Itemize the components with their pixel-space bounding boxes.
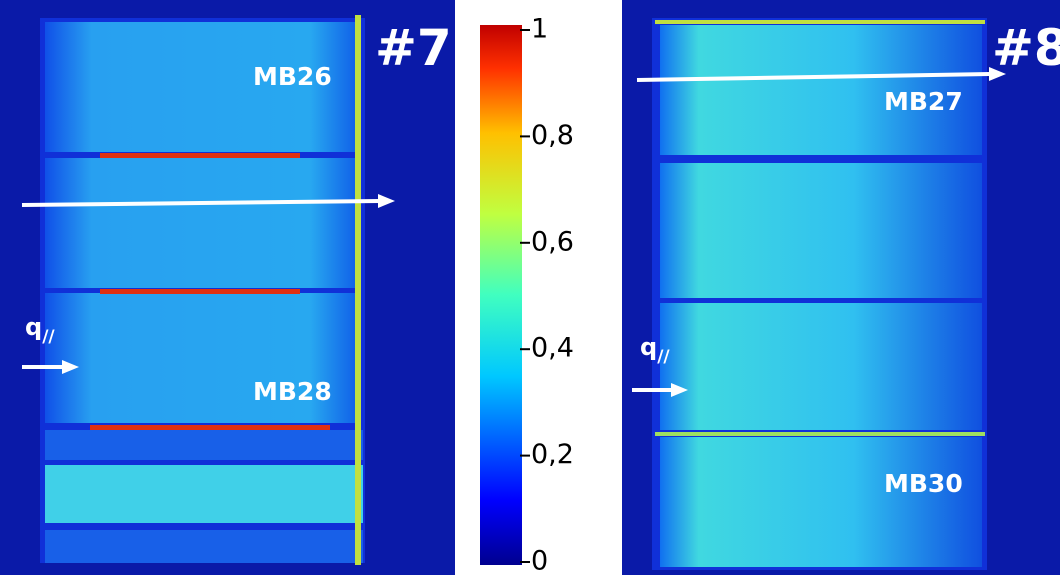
q-sub: //	[42, 327, 55, 347]
strip	[45, 530, 363, 563]
strip	[660, 163, 982, 298]
sample-label: MB30	[884, 469, 963, 498]
edge	[100, 289, 300, 294]
arrow-head	[378, 194, 395, 208]
tick-label: 0,2	[531, 439, 574, 470]
strip	[45, 293, 357, 423]
axis-label: q//	[25, 313, 55, 347]
sample-label: MB28	[253, 377, 332, 406]
arrow-head	[989, 67, 1006, 81]
strip	[660, 437, 982, 567]
strip	[45, 430, 363, 460]
edge	[655, 20, 985, 24]
edge	[100, 153, 300, 158]
edge	[90, 425, 330, 430]
arrow-head	[671, 383, 688, 397]
edge	[655, 432, 985, 436]
axis-label: q//	[640, 333, 670, 367]
tick-label: 1	[531, 14, 548, 45]
panel-8: #8 MB27 MB30 q//	[622, 0, 1060, 575]
strip	[45, 22, 357, 152]
q: q	[25, 313, 42, 341]
arrow	[21, 199, 381, 207]
sample-label: MB27	[884, 87, 963, 116]
tick-label: 0	[531, 546, 548, 575]
sample-label: MB26	[253, 62, 332, 91]
arrow	[636, 72, 991, 82]
tick-label: 0,8	[531, 120, 574, 151]
arrow-head	[62, 360, 79, 374]
colorbar-ticks: 0 0,2 0,4 0,6 0,8 1	[520, 14, 574, 575]
q: q	[640, 333, 657, 361]
tick-label: 0,4	[531, 333, 574, 364]
panel-id: #7	[375, 19, 452, 77]
colorbar	[480, 25, 522, 565]
strip	[660, 303, 982, 430]
edge	[355, 15, 361, 565]
strip	[45, 158, 357, 288]
tick-label: 0,6	[531, 226, 574, 257]
strip	[45, 465, 363, 523]
q-sub: //	[657, 347, 670, 367]
panel-id: #8	[992, 19, 1060, 77]
panel-7: #7 MB26 MB28 q//	[0, 0, 455, 575]
strip	[660, 25, 982, 155]
